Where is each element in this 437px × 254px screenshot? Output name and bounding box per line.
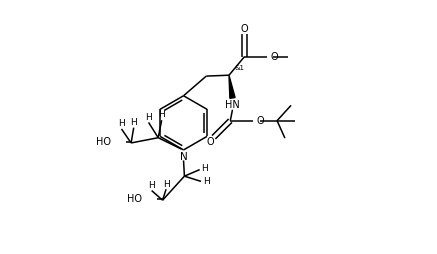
Text: H: H bbox=[145, 113, 152, 122]
Text: H: H bbox=[158, 110, 165, 119]
Text: HO: HO bbox=[128, 194, 142, 204]
Text: HO: HO bbox=[96, 137, 111, 147]
Text: H: H bbox=[201, 164, 208, 173]
Text: &1: &1 bbox=[235, 65, 245, 71]
Text: O: O bbox=[206, 137, 214, 147]
Text: H: H bbox=[163, 180, 170, 188]
Text: O: O bbox=[270, 52, 277, 62]
Text: HN: HN bbox=[225, 100, 240, 110]
Text: H: H bbox=[118, 119, 125, 128]
Polygon shape bbox=[229, 75, 235, 98]
Text: H: H bbox=[130, 118, 137, 127]
Text: H: H bbox=[203, 177, 210, 186]
Text: N: N bbox=[180, 152, 187, 162]
Text: O: O bbox=[257, 116, 264, 126]
Text: H: H bbox=[148, 181, 155, 190]
Text: O: O bbox=[240, 24, 248, 34]
